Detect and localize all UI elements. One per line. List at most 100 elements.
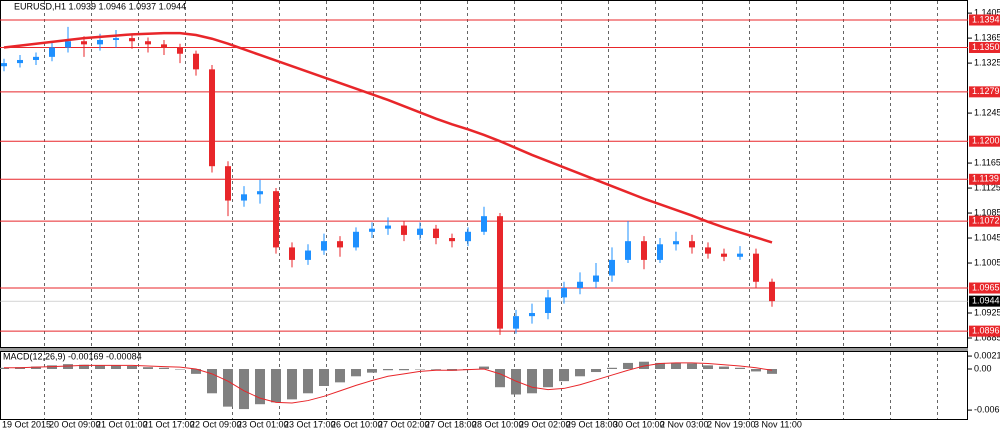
macd-bar [623, 362, 633, 369]
candle-body [145, 41, 151, 45]
macd-bar [335, 369, 345, 383]
x-tick-label: 22 Oct 09:00 [190, 419, 242, 429]
level-label: 1.0896 [972, 326, 1000, 336]
macd-bar [207, 369, 217, 394]
x-tick-label: 26 Oct 10:00 [331, 419, 383, 429]
macd-frame [0, 351, 968, 420]
x-tick-label: 23 Oct 17:00 [284, 419, 336, 429]
candle-body [545, 297, 551, 314]
macd-bar [223, 369, 233, 407]
macd-bar [143, 367, 153, 369]
x-tick-label: 2 Nov 03:00 [660, 419, 709, 429]
x-tick-label: 23 Oct 01:00 [237, 419, 289, 429]
candle-body [593, 275, 599, 282]
candle-body [193, 53, 199, 70]
macd-bar [63, 364, 73, 369]
candle-body [513, 316, 519, 329]
candle-body [129, 38, 135, 42]
y-tick-label: 1.1165 [974, 157, 1000, 167]
macd-bar [0, 367, 9, 369]
level-label: 1.1279 [972, 86, 1000, 96]
y-tick-label: 1.0885 [974, 332, 1000, 342]
candle-body [705, 247, 711, 254]
candle-body [49, 47, 55, 57]
macd-bar [31, 366, 41, 369]
macd-bar [303, 369, 313, 394]
macd-bar [175, 369, 185, 370]
level-label: 1.1139 [972, 174, 999, 184]
y-tick-label: 1.1085 [974, 207, 1000, 217]
macd-bar [495, 369, 505, 388]
candle-body [81, 41, 87, 45]
x-tick-label: 29 Oct 02:00 [519, 419, 571, 429]
main-frame [0, 0, 968, 348]
x-tick-label: 19 Oct 2015 [2, 419, 51, 429]
candle-body [481, 216, 487, 232]
candle-body [369, 228, 375, 232]
macd-bar [239, 369, 249, 410]
candle-body [657, 244, 663, 260]
candle-body [241, 194, 247, 201]
macd-bar [271, 369, 281, 403]
level-label-box [969, 86, 1000, 98]
level-label-box [969, 135, 1000, 147]
candle-body [273, 191, 279, 248]
macd-bar [671, 362, 681, 369]
candle-body [737, 253, 743, 257]
macd-bar [751, 369, 761, 372]
x-tick-label: 29 Oct 18:00 [566, 419, 618, 429]
macd-bar [735, 367, 745, 369]
current-price-label: 1.0944 [972, 296, 1000, 306]
candle-body [497, 216, 503, 329]
macd-y-tick-label: -0.00677 [974, 404, 1000, 414]
candle-body [561, 288, 567, 298]
candle-body [721, 253, 727, 257]
macd-bar [559, 369, 569, 382]
candle-body [353, 231, 359, 248]
macd-bar [351, 369, 361, 377]
candle-body [641, 241, 647, 260]
candle-body [417, 228, 423, 235]
candle-body [577, 281, 583, 289]
macd-bar [527, 369, 537, 394]
macd-bar [367, 369, 377, 373]
candle-body [65, 41, 71, 48]
macd-bar [47, 365, 57, 369]
x-tick-label: 30 Oct 10:00 [613, 419, 665, 429]
candle-body [161, 44, 167, 48]
macd-bar [95, 365, 105, 369]
macd-bar [719, 366, 729, 369]
candle-body [401, 225, 407, 235]
y-tick-label: 1.1245 [974, 107, 1000, 117]
macd-y-tick-label: 0.00213 [974, 350, 1000, 360]
candle-body [609, 259, 615, 276]
macd-bar [655, 362, 665, 369]
candle-body [97, 39, 103, 45]
moving-average [3, 31, 773, 244]
level-label: 1.1394 [972, 14, 1000, 24]
candle-body [337, 241, 343, 248]
candle-body [209, 69, 215, 167]
candle-body [305, 250, 311, 260]
macd-bar [703, 365, 713, 369]
candle-body [753, 253, 759, 282]
macd-y-tick-label: 0.00 [974, 363, 992, 373]
y-tick-label: 1.0925 [974, 307, 1000, 317]
macd-bar [767, 369, 777, 374]
x-tick-label: 27 Oct 02:00 [378, 419, 430, 429]
level-label-box [969, 325, 1000, 337]
macd-bar [511, 369, 521, 395]
macd-bar [543, 369, 553, 388]
macd-bar [255, 369, 265, 405]
macd-bar [607, 367, 617, 369]
x-tick-label: 21 Oct 17:00 [143, 419, 195, 429]
macd-bar [127, 365, 137, 369]
x-tick-label: 3 Nov 11:00 [754, 419, 802, 429]
current-price-box [969, 295, 1000, 307]
y-tick-label: 1.1405 [974, 7, 1000, 17]
macd-bar [79, 364, 89, 369]
x-tick-label: 20 Oct 09:00 [49, 419, 101, 429]
y-tick-label: 1.1365 [974, 32, 1000, 42]
candle-body [465, 231, 471, 242]
level-label: 1.0965 [972, 282, 1000, 292]
